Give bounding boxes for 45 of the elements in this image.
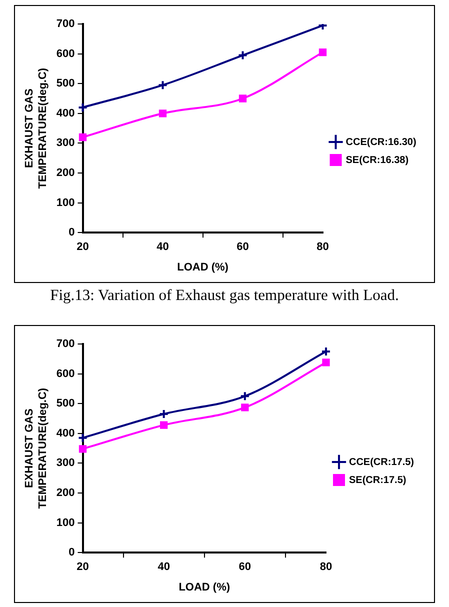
y-tick-label: 600 (56, 48, 75, 60)
x-tick-label: 40 (158, 561, 170, 574)
point (240, 391, 250, 402)
point (78, 445, 87, 453)
x-tick-label: 40 (156, 241, 169, 254)
y-tick-label: 400 (56, 427, 75, 440)
point (318, 48, 327, 56)
y-axis-title: EXHAUST GAS TEMPERATURE(deg.C) (24, 68, 49, 189)
legend-label: SE(CR:16.38) (346, 154, 409, 166)
y-tick-label: 100 (56, 196, 75, 209)
point (241, 404, 249, 412)
point (158, 80, 168, 90)
point (158, 110, 167, 118)
y-tick-label: 700 (56, 338, 75, 350)
x-tick-label: 80 (320, 561, 332, 574)
y-tick-label: 500 (56, 78, 75, 90)
legend-label: CCE(CR:17.5) (348, 456, 414, 468)
point (238, 50, 248, 60)
y-axis-title: EXHAUST GAS TEMPERATURE(deg.C) (24, 388, 49, 509)
y-tick-label: 0 (68, 226, 75, 239)
point (158, 409, 169, 420)
y-tick-label: 300 (56, 457, 75, 470)
y-tick-label: 200 (56, 487, 75, 500)
point (78, 133, 87, 142)
y-tick-label: 600 (56, 368, 75, 380)
x-tick-label: 60 (236, 241, 249, 254)
point (160, 421, 168, 429)
point (238, 94, 247, 102)
y-tick-label: 200 (56, 167, 75, 180)
x-tick-label: 60 (238, 561, 252, 574)
y-tick-label: 700 (56, 18, 75, 30)
y-tick-label: 100 (56, 516, 75, 529)
point (322, 358, 330, 366)
y-tick-label: 500 (56, 398, 75, 410)
x-tick-label: 80 (316, 241, 329, 254)
y-tick-label: 300 (56, 137, 75, 150)
x-axis-title: LOAD (%) (177, 261, 229, 274)
x-axis-title: LOAD (%) (178, 581, 230, 594)
y-tick-label: 0 (68, 546, 75, 559)
caption: Fig.13: Variation of Exhaust gas temperature with Load. (49, 287, 400, 305)
legend-label: SE(CR:17.5) (348, 474, 406, 486)
x-tick-label: 20 (76, 561, 89, 574)
x-tick-label: 20 (76, 241, 89, 254)
legend-label: CCE(CR:16.30) (346, 136, 416, 148)
y-tick-label: 400 (56, 107, 75, 120)
